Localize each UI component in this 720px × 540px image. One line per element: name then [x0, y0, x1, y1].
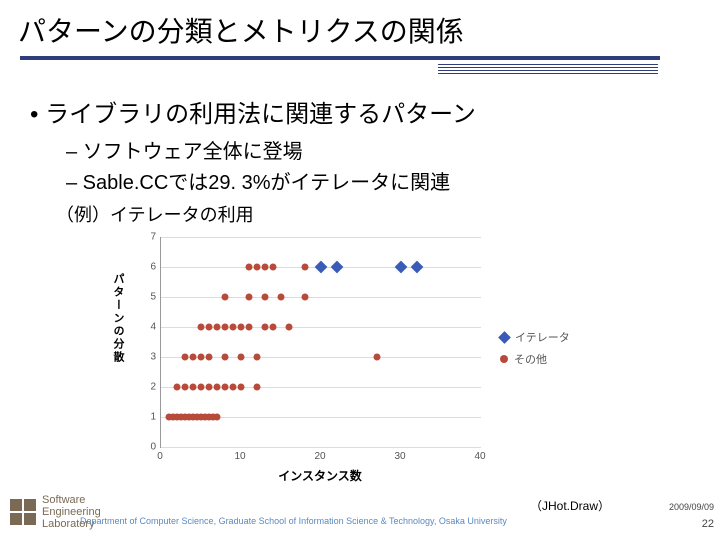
data-point — [374, 354, 381, 361]
date-label: 2009/09/09 — [669, 502, 714, 512]
legend-item-other: その他 — [500, 351, 570, 367]
y-axis-label: パターンの分散 — [110, 273, 126, 364]
page-number: 22 — [702, 518, 714, 530]
data-point — [262, 294, 269, 301]
circle-icon — [500, 355, 508, 363]
data-point — [206, 324, 213, 331]
data-point — [222, 324, 229, 331]
dataset-label: （JHot.Draw） — [530, 497, 610, 514]
footer: Software Engineering Laboratory Departme… — [0, 492, 720, 536]
data-point — [198, 354, 205, 361]
data-point — [331, 261, 344, 274]
title-rule — [20, 56, 660, 60]
title-stripes — [438, 64, 658, 74]
data-point — [254, 384, 261, 391]
logo-icon — [10, 499, 36, 525]
data-point — [214, 324, 221, 331]
department-text: Department of Computer Science, Graduate… — [80, 516, 507, 526]
legend-item-iterator: イテレータ — [500, 329, 570, 345]
bullet-lvl2b: – Sable.CCでは29. 3%がイテレータに関連 — [66, 166, 690, 195]
legend-label: その他 — [514, 351, 547, 367]
data-point — [206, 354, 213, 361]
data-point — [395, 261, 408, 274]
slide: { "title": "パターンの分類とメトリクスの関係", "bullets"… — [0, 0, 720, 540]
data-point — [246, 294, 253, 301]
data-point — [262, 264, 269, 271]
data-point — [190, 384, 197, 391]
data-point — [182, 384, 189, 391]
data-point — [270, 324, 277, 331]
x-axis-label: インスタンス数 — [160, 467, 480, 484]
data-point — [254, 264, 261, 271]
data-point — [238, 384, 245, 391]
data-point — [230, 324, 237, 331]
diamond-icon — [498, 331, 511, 344]
data-point — [198, 384, 205, 391]
data-point — [286, 324, 293, 331]
data-point — [214, 384, 221, 391]
data-point — [190, 354, 197, 361]
data-point — [230, 384, 237, 391]
legend-label: イテレータ — [515, 329, 570, 345]
data-point — [238, 324, 245, 331]
data-point — [278, 294, 285, 301]
data-point — [222, 354, 229, 361]
data-point — [315, 261, 328, 274]
data-point — [222, 384, 229, 391]
data-point — [214, 414, 221, 421]
data-point — [174, 384, 181, 391]
bullet-lvl1: • ライブラリの利用法に関連するパターン — [30, 94, 690, 129]
data-point — [246, 324, 253, 331]
data-point — [222, 294, 229, 301]
data-point — [411, 261, 424, 274]
data-point — [238, 354, 245, 361]
legend: イテレータ その他 — [500, 323, 570, 373]
data-point — [206, 384, 213, 391]
data-point — [182, 354, 189, 361]
data-point — [246, 264, 253, 271]
data-point — [270, 264, 277, 271]
title-block: パターンの分類とメトリクスの関係 — [0, 0, 720, 74]
data-point — [254, 354, 261, 361]
page-title: パターンの分類とメトリクスの関係 — [18, 10, 702, 50]
data-point — [262, 324, 269, 331]
body: • ライブラリの利用法に関連するパターン – ソフトウェア全体に登場 – Sab… — [0, 76, 720, 483]
data-point — [198, 324, 205, 331]
bullet-lvl2a: – ソフトウェア全体に登場 — [66, 135, 690, 164]
example-label: （例）イテレータの利用 — [56, 201, 690, 227]
data-point — [302, 264, 309, 271]
plot-area — [160, 237, 481, 448]
scatter-chart: パターンの分散 インスタンス数 イテレータ その他 01234567010203… — [100, 233, 620, 483]
data-point — [302, 294, 309, 301]
